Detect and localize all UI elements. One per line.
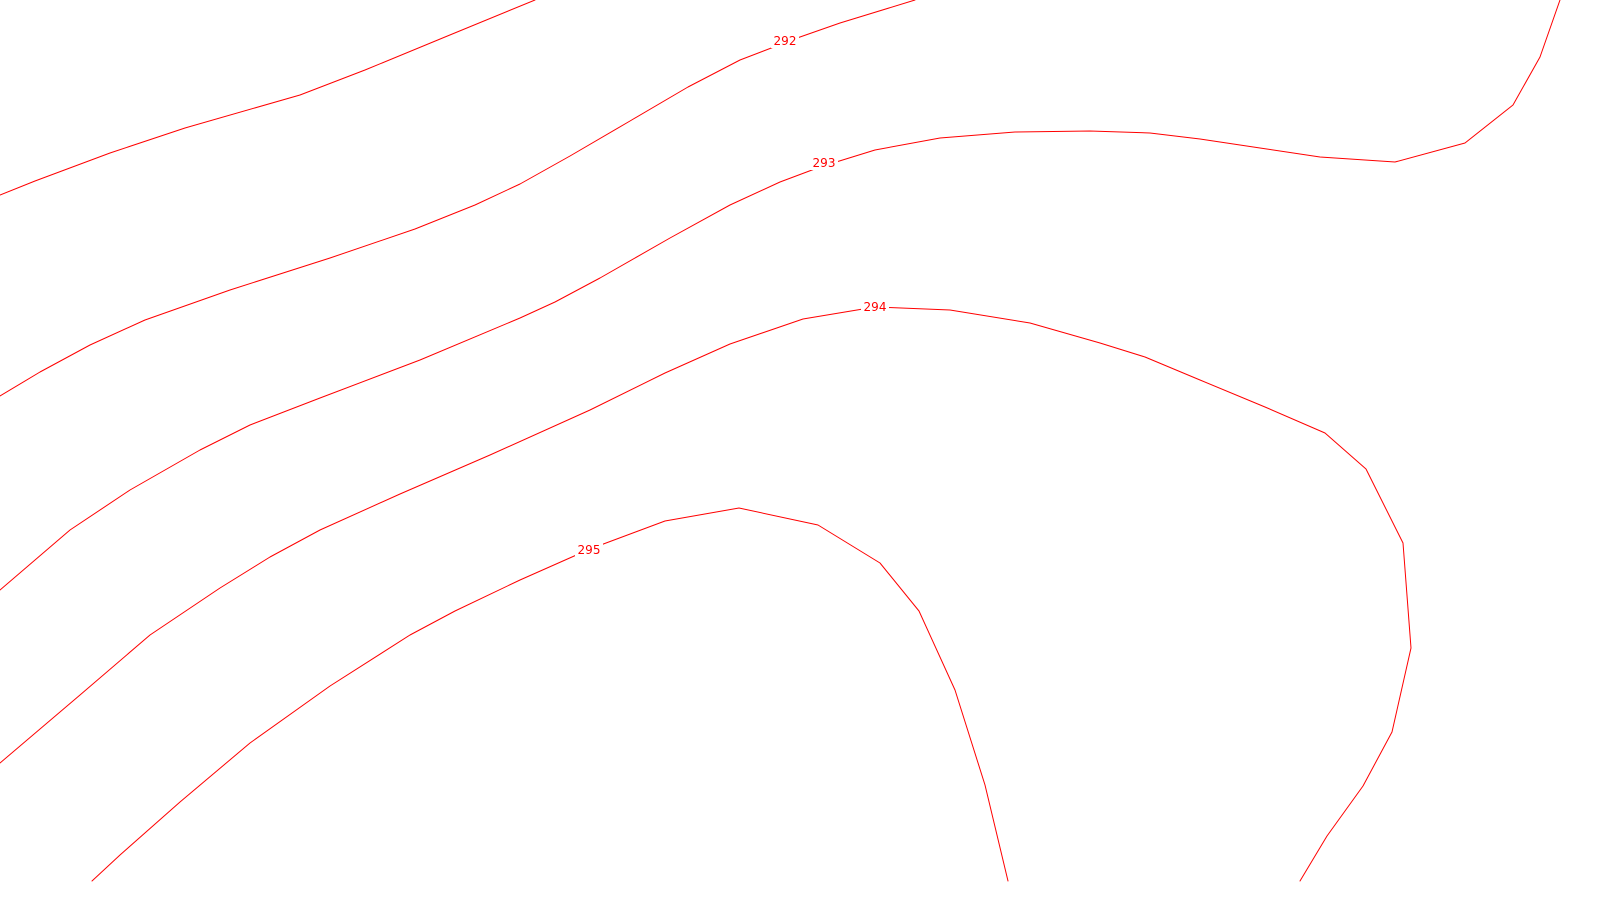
contour-label-292-group: 292 (771, 33, 799, 48)
contour-label-294: 294 (864, 300, 887, 314)
contour-line-unlabeled (0, 0, 536, 196)
contour-label-293: 293 (813, 156, 836, 170)
contour-label-295-background (575, 542, 603, 557)
contour-label-295: 295 (578, 543, 601, 557)
contour-label-292: 292 (774, 34, 797, 48)
contour-label-292-background (771, 33, 799, 48)
contour-label-294-background (861, 299, 889, 314)
contour-label-293-background (810, 155, 838, 170)
contour-label-295-group: 295 (575, 542, 603, 557)
contour-label-294-group: 294 (861, 299, 889, 314)
contour-line-292 (0, 0, 916, 397)
contour-label-293-group: 293 (810, 155, 838, 170)
contour-line-294 (0, 306, 1412, 882)
